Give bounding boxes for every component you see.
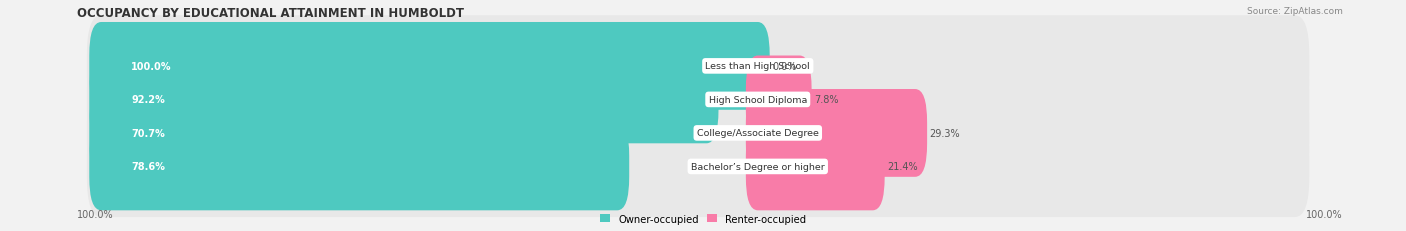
Text: Bachelor’s Degree or higher: Bachelor’s Degree or higher <box>690 162 825 171</box>
Text: 29.3%: 29.3% <box>929 128 960 138</box>
Text: Less than High School: Less than High School <box>706 62 810 71</box>
Text: 100.0%: 100.0% <box>77 210 114 219</box>
Text: High School Diploma: High School Diploma <box>709 95 807 104</box>
FancyBboxPatch shape <box>745 90 927 177</box>
Text: Source: ZipAtlas.com: Source: ZipAtlas.com <box>1247 7 1343 16</box>
Text: 7.8%: 7.8% <box>814 95 838 105</box>
Text: College/Associate Degree: College/Associate Degree <box>697 129 818 138</box>
Text: 21.4%: 21.4% <box>887 162 918 172</box>
FancyBboxPatch shape <box>745 56 811 144</box>
Text: 70.7%: 70.7% <box>131 128 165 138</box>
FancyBboxPatch shape <box>89 123 630 210</box>
FancyBboxPatch shape <box>89 56 718 144</box>
Text: 78.6%: 78.6% <box>131 162 165 172</box>
Text: 0.0%: 0.0% <box>772 62 796 72</box>
FancyBboxPatch shape <box>87 116 1309 217</box>
Text: 100.0%: 100.0% <box>1306 210 1343 219</box>
FancyBboxPatch shape <box>87 50 1309 150</box>
Legend: Owner-occupied, Renter-occupied: Owner-occupied, Renter-occupied <box>600 214 806 224</box>
FancyBboxPatch shape <box>745 123 884 210</box>
FancyBboxPatch shape <box>89 90 578 177</box>
Text: OCCUPANCY BY EDUCATIONAL ATTAINMENT IN HUMBOLDT: OCCUPANCY BY EDUCATIONAL ATTAINMENT IN H… <box>77 7 464 20</box>
Text: 100.0%: 100.0% <box>131 62 172 72</box>
Text: 92.2%: 92.2% <box>131 95 165 105</box>
FancyBboxPatch shape <box>89 23 769 110</box>
FancyBboxPatch shape <box>87 16 1309 117</box>
FancyBboxPatch shape <box>87 83 1309 184</box>
